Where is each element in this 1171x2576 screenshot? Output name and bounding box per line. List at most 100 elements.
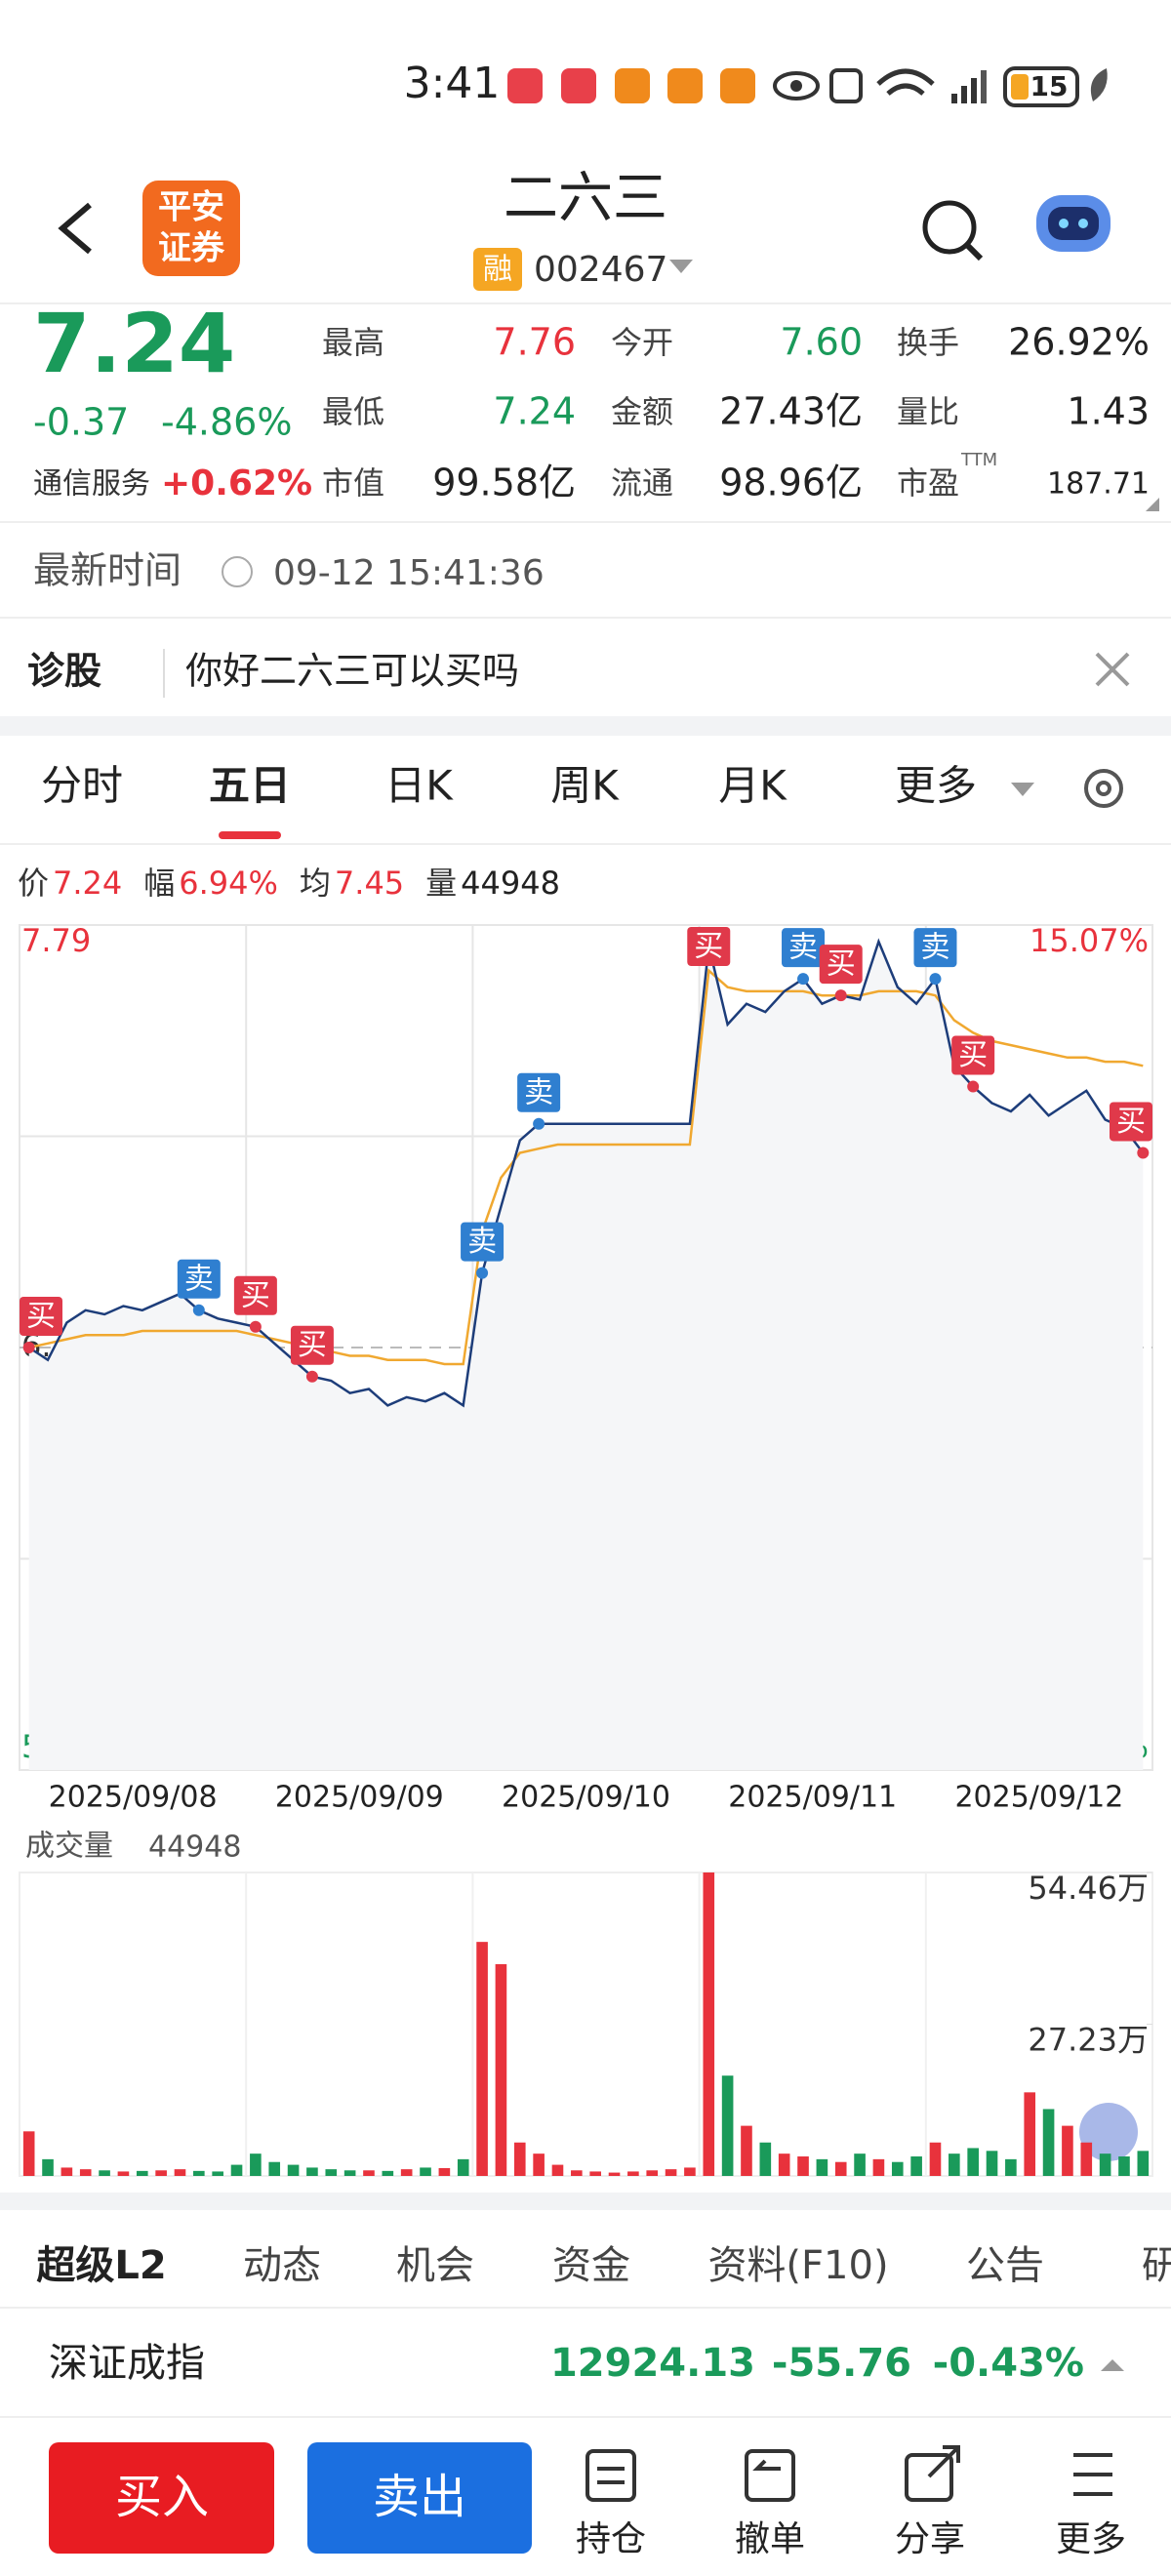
buy-button[interactable] <box>49 2442 274 2554</box>
index-toggle[interactable] <box>1101 2359 1124 2371</box>
trade-marker: 买 <box>26 1300 56 1334</box>
back-button[interactable] <box>58 202 92 255</box>
trade-dot <box>797 973 810 986</box>
sell-label[interactable]: 卖出 <box>373 2470 466 2524</box>
fullscreen-button[interactable] <box>1079 2103 1138 2161</box>
volume-bar <box>343 2170 356 2176</box>
margin-badge: 融 <box>483 253 512 287</box>
volume-bar <box>1005 2158 1017 2176</box>
volume-bar <box>533 2153 545 2176</box>
code-dropdown[interactable] <box>669 260 693 273</box>
info-value: 6.94% <box>179 865 278 902</box>
stat-label: 金额 <box>611 393 673 430</box>
stock-name: 二六三 <box>504 167 667 230</box>
volume-bar <box>476 1942 488 2176</box>
search-button[interactable] <box>922 200 977 255</box>
volume-bar <box>967 2148 979 2176</box>
stat-value: 99.58亿 <box>432 462 576 504</box>
volume-bar <box>627 2171 639 2176</box>
index-change: -55.76 <box>772 2341 911 2386</box>
info-label: 幅 <box>143 865 175 902</box>
index-name[interactable]: 深证成指 <box>49 2341 205 2386</box>
trade-marker-bg <box>687 927 731 966</box>
average-line <box>28 968 1144 1366</box>
clock: 3:41 <box>404 59 501 108</box>
sector: 通信服务 <box>33 467 150 502</box>
search-handle <box>964 242 984 262</box>
trade-marker: 买 <box>958 1038 988 1072</box>
trade-dot <box>1137 1147 1150 1159</box>
more-dropdown[interactable] <box>1011 783 1034 796</box>
index-value: 12924.13 <box>550 2341 755 2386</box>
info-tab[interactable]: 机会 <box>396 2243 474 2288</box>
stat-value: 26.92% <box>1008 321 1150 364</box>
sell-button[interactable] <box>307 2442 532 2554</box>
volume-bar <box>230 2164 243 2176</box>
stat-value: 98.96亿 <box>719 462 863 504</box>
band <box>0 716 1171 736</box>
volume-title: 成交量 <box>25 1830 113 1864</box>
action-label[interactable]: 持仓 <box>576 2519 646 2559</box>
info-tab[interactable]: 资料(F10) <box>707 2243 888 2288</box>
period-tab[interactable]: 分时 <box>41 762 123 810</box>
volume-bar <box>891 2161 904 2176</box>
info-tab[interactable]: 动态 <box>243 2243 321 2288</box>
volume-bar <box>400 2169 413 2176</box>
info-tab[interactable]: 研报 <box>1142 2243 1171 2288</box>
info-label: 价 <box>18 865 49 902</box>
volume-bar <box>268 2161 281 2176</box>
trade-marker: 卖 <box>920 931 949 965</box>
period-tab[interactable]: 月K <box>718 762 787 810</box>
close-button[interactable] <box>1095 652 1130 687</box>
stat-sup: TTM <box>960 450 997 470</box>
period-tab[interactable]: 日K <box>384 762 454 810</box>
volume-bar <box>382 2170 394 2176</box>
volume-bar <box>250 2153 262 2176</box>
stat-label: 量比 <box>897 393 959 430</box>
price-area <box>28 942 1144 1770</box>
volume-bar <box>1042 2109 1055 2176</box>
badge-bg <box>473 248 522 291</box>
volume-bar <box>608 2172 621 2176</box>
info-icon[interactable] <box>222 556 253 587</box>
action-label[interactable]: 更多 <box>1056 2519 1126 2559</box>
action-label[interactable]: 分享 <box>895 2519 965 2559</box>
buy-label[interactable]: 买入 <box>115 2470 209 2524</box>
stat-label: 换手 <box>897 324 959 361</box>
stat-value: 187.71 <box>1047 467 1150 502</box>
trade-marker-bg <box>782 928 826 968</box>
volume-bar <box>816 2158 828 2176</box>
info-tab[interactable]: 超级L2 <box>36 2243 166 2288</box>
action-label[interactable]: 撤单 <box>735 2519 805 2559</box>
trade-marker: 买 <box>827 947 856 982</box>
volume-bar <box>174 2169 186 2176</box>
change-pct: -4.86% <box>161 401 292 444</box>
trade-marker-bg <box>177 1259 221 1299</box>
volume-bar <box>949 2153 960 2176</box>
diagnose-input[interactable]: 你好二六三可以买吗 <box>185 650 519 693</box>
volume-bar <box>287 2164 300 2176</box>
settings-button[interactable] <box>1084 769 1123 808</box>
volume-bar <box>797 2156 809 2176</box>
trade-dot <box>305 1370 318 1383</box>
trade-dot <box>967 1080 980 1093</box>
volume-bar <box>589 2171 601 2176</box>
trade-marker: 买 <box>241 1278 270 1312</box>
volume-bar <box>721 2075 734 2176</box>
info-tab[interactable]: 公告 <box>966 2243 1044 2288</box>
period-tab[interactable]: 五日 <box>209 762 291 810</box>
trade-marker: 买 <box>694 930 723 964</box>
stat-label: 流通 <box>611 464 673 502</box>
info-value: 7.24 <box>53 865 122 902</box>
volume-bar <box>136 2170 148 2176</box>
assistant-icon[interactable] <box>1036 195 1110 252</box>
logo <box>142 181 240 276</box>
period-tab[interactable]: 更多 <box>895 762 977 810</box>
x-tick-label: 2025/09/11 <box>728 1781 897 1815</box>
info-tab[interactable]: 资金 <box>552 2243 630 2288</box>
trade-marker-bg <box>913 928 957 968</box>
period-tab[interactable]: 周K <box>550 762 620 810</box>
x-tick-label: 2025/09/12 <box>954 1781 1123 1815</box>
y2-tick-label: 15.07% <box>1030 922 1149 959</box>
